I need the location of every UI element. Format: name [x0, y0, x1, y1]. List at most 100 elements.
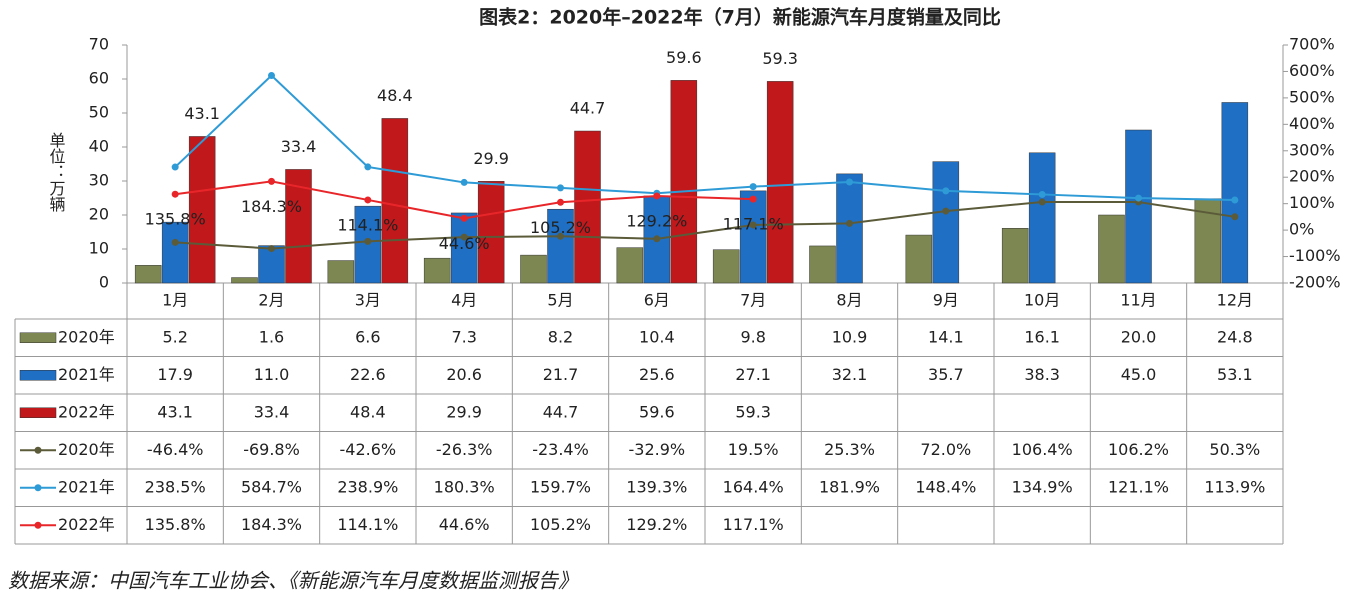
point — [749, 221, 757, 229]
table-cell: 25.3% — [824, 440, 875, 459]
y-axis-label: 单位：万辆 — [47, 132, 66, 213]
table-cell: 180.3% — [434, 477, 495, 496]
data-label: 105.2% — [530, 218, 591, 237]
point — [749, 183, 757, 191]
table-cell: 121.1% — [1108, 477, 1169, 496]
point — [557, 184, 564, 192]
bar — [1125, 129, 1152, 284]
data-label: 59.3 — [762, 49, 798, 68]
bar — [1001, 228, 1029, 284]
table-cell: 14.1 — [928, 327, 964, 346]
y2-tick-label: 200% — [1289, 167, 1335, 186]
table-cell: 20.6 — [446, 365, 482, 384]
table-cell: 105.2% — [530, 515, 591, 534]
y2-tick-label: 600% — [1289, 61, 1335, 80]
data-label: 129.2% — [626, 211, 687, 230]
table-cell: 238.9% — [337, 477, 398, 496]
table-cell: 181.9% — [819, 477, 880, 496]
data-label: 44.6% — [439, 234, 490, 253]
data-label: 184.3% — [241, 197, 302, 216]
table-cell: -23.4% — [532, 440, 589, 459]
point — [557, 198, 564, 206]
table-cell: 35.7 — [928, 365, 964, 384]
table-cell: 33.4 — [254, 402, 290, 421]
bar — [905, 234, 933, 284]
table-cell: 25.6 — [639, 365, 675, 384]
x-tick-label: 3月 — [355, 291, 381, 310]
data-label: 135.8% — [145, 210, 206, 229]
data-label: 29.9 — [473, 149, 509, 168]
legend-swatch — [34, 484, 42, 492]
point — [171, 163, 179, 171]
x-tick-label: 11月 — [1120, 291, 1156, 310]
legend-label: 2022年 — [58, 515, 115, 534]
point — [1038, 198, 1046, 206]
point — [364, 237, 372, 245]
y2-tick-label: 400% — [1289, 114, 1335, 133]
legend-label: 2020年 — [58, 440, 115, 459]
y2-tick-label: 0% — [1289, 220, 1314, 239]
x-tick-label: 1月 — [162, 291, 188, 310]
point — [171, 190, 179, 198]
point — [653, 235, 661, 243]
point — [460, 178, 468, 186]
legend-swatch — [34, 521, 42, 529]
bar — [1028, 152, 1056, 284]
table-cell: -69.8% — [243, 440, 300, 459]
point — [846, 178, 853, 186]
point — [460, 233, 468, 241]
y2-tick-label: 300% — [1289, 140, 1335, 159]
table-cell: 135.8% — [145, 515, 206, 534]
table-cell: 148.4% — [915, 477, 976, 496]
point — [364, 196, 372, 204]
bar — [327, 260, 355, 284]
table-cell: 584.7% — [241, 477, 302, 496]
data-label: 33.4 — [281, 137, 317, 156]
point — [557, 232, 564, 240]
table-cell: 7.3 — [451, 327, 476, 346]
table-cell: -32.9% — [629, 440, 686, 459]
legend-label: 2020年 — [58, 327, 115, 346]
x-tick-label: 9月 — [933, 291, 959, 310]
point — [268, 245, 275, 253]
line — [174, 74, 1235, 201]
y2-tick-label: 700% — [1289, 35, 1335, 54]
table-cell: 19.5% — [728, 440, 779, 459]
x-tick-label: 7月 — [740, 291, 766, 310]
point — [268, 71, 275, 79]
bar — [1221, 102, 1249, 284]
legend-label: 2021年 — [58, 477, 115, 496]
table-cell: 184.3% — [241, 515, 302, 534]
bar — [520, 254, 547, 284]
x-tick-label: 8月 — [836, 291, 862, 310]
table-cell: 38.3 — [1024, 365, 1060, 384]
y-tick-label: 10 — [89, 239, 109, 258]
bar — [712, 249, 740, 284]
table-cell: 114.1% — [337, 515, 398, 534]
table-cell: 10.4 — [639, 327, 675, 346]
y-tick-label: 60 — [89, 69, 109, 88]
y-tick-label: 50 — [89, 103, 109, 122]
y2-tick-label: -200% — [1289, 273, 1341, 292]
table-cell: 29.9 — [446, 402, 482, 421]
table-cell: 43.1 — [157, 402, 193, 421]
table-cell: 139.3% — [626, 477, 687, 496]
bar — [616, 247, 644, 284]
table-cell: 53.1 — [1217, 365, 1253, 384]
y2-tick-label: 500% — [1289, 87, 1335, 106]
point — [653, 192, 661, 200]
table-cell: -26.3% — [436, 440, 493, 459]
table-cell: 113.9% — [1204, 477, 1265, 496]
y-tick-label: 20 — [89, 205, 109, 224]
bar — [1098, 214, 1125, 284]
table-cell: 59.6 — [639, 402, 675, 421]
bar — [477, 181, 505, 284]
data-label: 48.4 — [377, 86, 413, 105]
x-tick-label: 4月 — [451, 291, 477, 310]
table-cell: 159.7% — [530, 477, 591, 496]
legend-swatch — [34, 446, 42, 454]
table-cell: 129.2% — [626, 515, 687, 534]
table-cell: 16.1 — [1024, 327, 1060, 346]
bar — [231, 277, 258, 284]
